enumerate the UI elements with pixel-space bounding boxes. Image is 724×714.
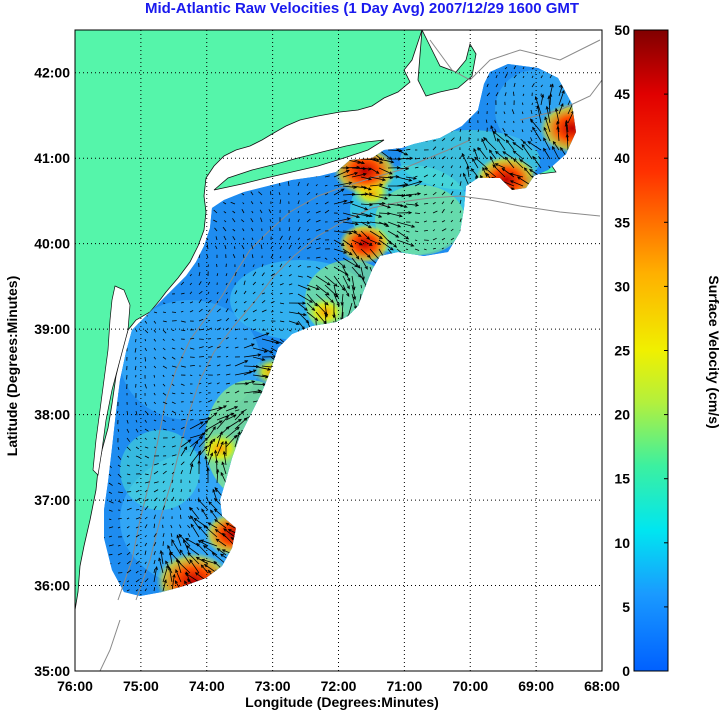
grid-lines (75, 30, 602, 671)
y-axis-label: Latitude (Degrees:Minutes) (4, 275, 20, 457)
x-tick-label: 73:00 (255, 678, 291, 694)
colorbar-tick-label: 25 (614, 343, 630, 359)
hotspot-9 (539, 103, 576, 154)
x-tick-label: 70:00 (452, 678, 488, 694)
y-tick-label: 41:00 (34, 150, 70, 166)
colorbar-tick-label: 45 (614, 86, 630, 102)
chart-title: Mid-Atlantic Raw Velocities (1 Day Avg) … (144, 0, 580, 17)
y-tick-label: 38:00 (34, 407, 70, 423)
long-island (213, 139, 385, 191)
colorbar-tick-label: 35 (614, 214, 630, 230)
plot-frame (74, 29, 603, 672)
x-tick-label: 76:00 (57, 678, 93, 694)
colorbar-tick-label: 40 (614, 150, 630, 166)
colorbar-tick-label: 15 (614, 471, 630, 487)
bay-water (92, 285, 131, 476)
x-tick-label: 69:00 (518, 678, 554, 694)
cape-cod (417, 30, 477, 97)
colorbar-tick-label: 10 (614, 535, 630, 551)
y-tick-label: 39:00 (34, 321, 70, 337)
x-tick-label: 72:00 (321, 678, 357, 694)
x-axis-label: Longitude (Degrees:Minutes) (245, 694, 439, 710)
y-axis-ticks: 35:00 36:00 37:00 38:00 39:00 40:00 41:00 42:00 (34, 65, 70, 679)
colorbar-tick-label: 20 (614, 407, 630, 423)
colorbar-tick-label: 30 (614, 278, 630, 294)
colorbar-tick-label: 50 (614, 22, 630, 38)
y-tick-label: 37:00 (34, 492, 70, 508)
x-tick-label: 75:00 (123, 678, 159, 694)
y-tick-label: 35:00 (34, 663, 70, 679)
colorbar-label: Surface Velocity (cm/s) (706, 275, 722, 429)
colorbar-ticks: 0 5 10 15 20 25 30 35 40 45 50 (614, 22, 630, 679)
x-tick-label: 71:00 (386, 678, 422, 694)
y-tick-label: 42:00 (34, 65, 70, 81)
colorbar-tick-label: 5 (622, 599, 630, 615)
y-tick-label: 36:00 (34, 578, 70, 594)
colorbar-tick-label: 0 (622, 663, 630, 679)
x-tick-label: 74:00 (189, 678, 225, 694)
y-tick-label: 40:00 (34, 236, 70, 252)
x-axis-ticks: 76:00 75:00 74:00 73:00 72:00 71:00 70:00 69:00… (57, 678, 620, 694)
x-tick-label: 68:00 (584, 678, 620, 694)
colorbar (633, 29, 669, 672)
